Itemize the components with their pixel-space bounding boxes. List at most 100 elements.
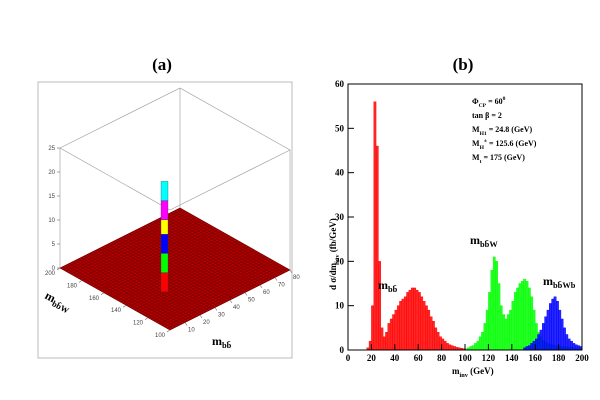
histogram-bar — [542, 323, 545, 351]
text-part: (GeV) — [468, 366, 494, 376]
y-tick-label: 40 — [335, 168, 345, 178]
x-tick-label: 10 — [188, 328, 195, 334]
y-tick-label: 0 — [340, 345, 345, 355]
floor-grid — [79, 218, 200, 280]
histogram-bar — [422, 301, 426, 351]
floor-grid — [149, 222, 261, 286]
histogram-bar — [448, 344, 452, 351]
y-tick — [166, 329, 171, 333]
histogram-bar — [413, 287, 417, 351]
y-tick — [100, 292, 105, 296]
histogram-bar — [371, 305, 374, 351]
histogram-bar — [525, 281, 529, 351]
floor-grid — [137, 228, 249, 292]
text-part: m — [212, 334, 222, 348]
floor-grid — [152, 221, 264, 284]
histogram-bar — [483, 323, 487, 351]
text-part: = 125.6 (GeV) — [487, 139, 537, 148]
histogram-bar — [513, 292, 517, 351]
annotation: MH± = 125.6 (GeV) — [472, 138, 537, 151]
histogram-bar — [570, 340, 573, 351]
histogram-bar — [403, 296, 407, 351]
histogram-bar — [425, 305, 428, 351]
histogram-bar — [436, 332, 440, 351]
histogram-bar — [382, 336, 386, 351]
y-tick — [122, 304, 127, 308]
x-tick-label: 40 — [233, 305, 240, 311]
y-tick-label: 140 — [111, 308, 122, 314]
text-part: tan β = 2 — [472, 111, 502, 120]
floor-grid — [128, 233, 240, 296]
histogram-bar — [481, 332, 484, 351]
series-label: mbb̄Wb — [543, 274, 576, 290]
text-part: Φ — [472, 97, 479, 106]
histogram-bar — [504, 318, 508, 351]
histogram-bar — [415, 289, 419, 351]
floor-grid — [87, 223, 208, 284]
histogram-bar — [471, 345, 475, 351]
x-tick-label: 100 — [458, 353, 472, 363]
histogram-bar — [380, 327, 384, 351]
floor-grid — [76, 217, 197, 278]
histogram-bar — [387, 323, 391, 351]
y-tick-label: 160 — [89, 296, 100, 302]
annotation: Mt = 175 (GeV) — [472, 153, 525, 165]
annotation: tan β = 2 — [472, 111, 502, 120]
histogram-bar — [565, 334, 569, 351]
histogram-bar — [432, 320, 435, 351]
floor-grid — [114, 238, 236, 300]
histogram-bar — [378, 261, 381, 351]
x-tick — [199, 314, 203, 319]
floor-grid — [98, 229, 219, 290]
x-tick — [244, 292, 248, 296]
histogram-bar — [396, 305, 400, 351]
floor-grid — [122, 236, 234, 299]
histogram-bar — [401, 298, 405, 351]
floor-grid — [109, 235, 230, 297]
y-tick-label: 100 — [155, 333, 166, 339]
x-tick-label: 80 — [437, 353, 447, 363]
floor-grid — [73, 215, 194, 276]
histogram-bar — [446, 343, 449, 351]
text-part: (fb/GeV) — [328, 218, 338, 254]
floor-grid — [90, 224, 211, 286]
x-tick-label: 140 — [505, 353, 519, 363]
histogram-bar — [527, 345, 531, 351]
superscript: ± — [484, 138, 487, 144]
x-tick-label: 20 — [203, 320, 210, 326]
text-part: m — [470, 233, 480, 247]
z-tick-label: 10 — [48, 218, 55, 224]
series-label: mbb̄W — [470, 233, 498, 249]
x-tick — [274, 277, 278, 281]
tower-segment — [160, 234, 169, 254]
histogram-bar — [530, 343, 534, 351]
floor-grid — [84, 221, 205, 283]
text-part: M — [472, 125, 480, 134]
series-label: mbb̄ — [378, 278, 398, 294]
x-tick-label: 120 — [482, 353, 496, 363]
floor-grid — [81, 220, 203, 281]
histogram-bar — [443, 340, 447, 351]
histogram-bar — [476, 340, 480, 351]
histogram-bar — [429, 316, 433, 351]
z-tick-label: 25 — [48, 146, 55, 152]
histogram-bar — [572, 343, 576, 351]
histogram-bar — [450, 345, 454, 351]
histogram-bar — [490, 270, 494, 351]
histogram-bar — [418, 292, 421, 351]
subscript: H — [480, 145, 485, 151]
histogram-bar — [546, 309, 550, 351]
floor-grid — [131, 231, 243, 295]
histogram-bar — [567, 338, 571, 351]
histogram-bar — [502, 314, 505, 351]
subscript: t — [480, 159, 482, 165]
histogram-bar — [577, 345, 580, 351]
y-tick-label: 50 — [335, 123, 345, 133]
histogram-bar — [385, 332, 388, 351]
x-axis-title: mbb̄ — [212, 334, 232, 350]
annotation: MH1 = 24.8 (GeV) — [472, 125, 532, 137]
annotation: ΦCP = 600 — [472, 96, 506, 109]
subscript: bb̄W — [480, 240, 498, 249]
y-tick-label: 200 — [45, 271, 56, 277]
